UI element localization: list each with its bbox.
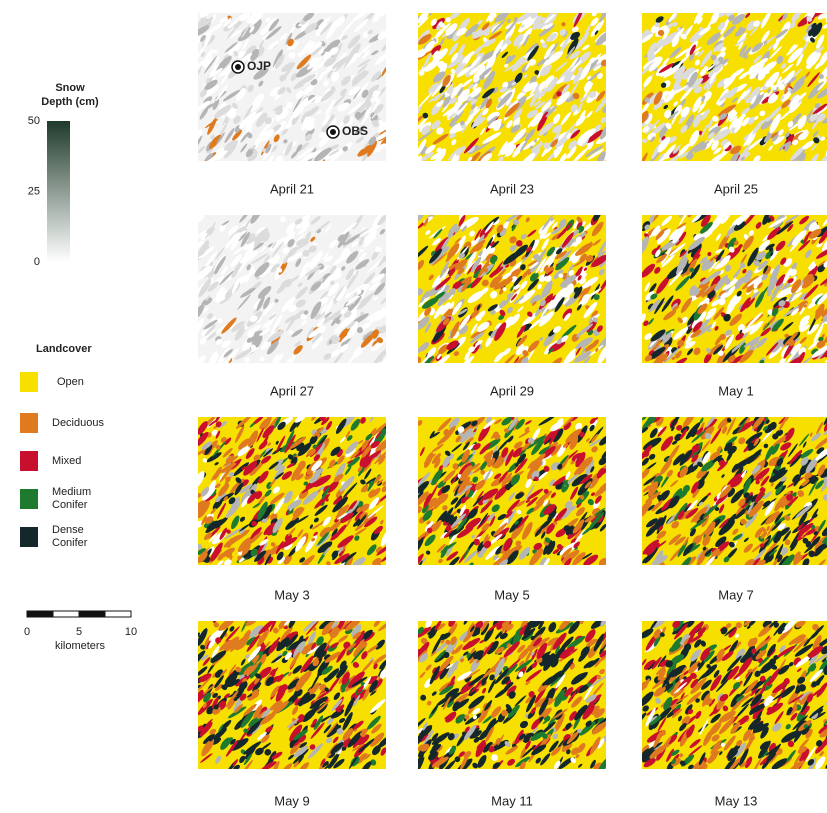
legend-label: Mixed (52, 455, 81, 467)
snow-title: Snow (55, 82, 85, 94)
scale-tick-label: 10 (125, 626, 137, 638)
map-panel (637, 206, 827, 370)
figure: Snow Depth (cm) Landcover kilometers 502… (0, 0, 827, 813)
map-panel (189, 612, 393, 777)
map-panel (413, 207, 613, 370)
scale-segment (105, 611, 131, 617)
legend-swatch (20, 372, 38, 392)
scale-unit: kilometers (55, 640, 106, 652)
panel-label: May 3 (274, 587, 309, 602)
panel-label: April 23 (490, 181, 534, 196)
map-panel (412, 3, 616, 171)
panel-label: April 25 (714, 181, 758, 196)
map-panel (635, 6, 827, 172)
colorbar-tick-label: 25 (28, 185, 40, 197)
snow-title: Depth (cm) (41, 96, 99, 108)
legend-label: Deciduous (52, 417, 104, 429)
landcover-title: Landcover (36, 343, 92, 355)
panel-label: May 5 (494, 587, 529, 602)
scale-segment (53, 611, 79, 617)
map-panel (411, 613, 613, 778)
legend-label: MediumConifer (52, 486, 91, 511)
legend-label: Open (57, 376, 84, 388)
legend-label: DenseConifer (52, 524, 88, 549)
colorbar-tick-label: 0 (34, 256, 40, 268)
colorbar-tick-label: 50 (28, 115, 40, 127)
panel-label: April 27 (270, 383, 314, 398)
panel-label: May 9 (274, 793, 309, 808)
scale-segment (79, 611, 105, 617)
legend-swatch (20, 489, 38, 509)
map-panel (637, 614, 827, 776)
map-panel (411, 411, 614, 572)
panel-label: April 29 (490, 383, 534, 398)
site-marker-dot (330, 129, 336, 135)
scale-segment (27, 611, 53, 617)
site-label: OBS (342, 124, 368, 138)
panel-label: April 21 (270, 181, 314, 196)
legend-swatch (20, 451, 38, 471)
map-panel (190, 408, 394, 572)
snow-colorbar (47, 121, 70, 262)
panel-label: May 1 (718, 383, 753, 398)
map-panel (636, 408, 827, 573)
scale-tick-label: 5 (76, 626, 82, 638)
site-label: OJP (247, 59, 271, 73)
map-panel (192, 206, 393, 372)
panel-label: May 7 (718, 587, 753, 602)
map-panel (191, 3, 394, 165)
panel-label: May 11 (491, 793, 533, 808)
legend-swatch (20, 527, 38, 547)
scale-tick-label: 0 (24, 626, 30, 638)
legend-swatch (20, 413, 38, 433)
site-marker-dot (235, 64, 241, 70)
